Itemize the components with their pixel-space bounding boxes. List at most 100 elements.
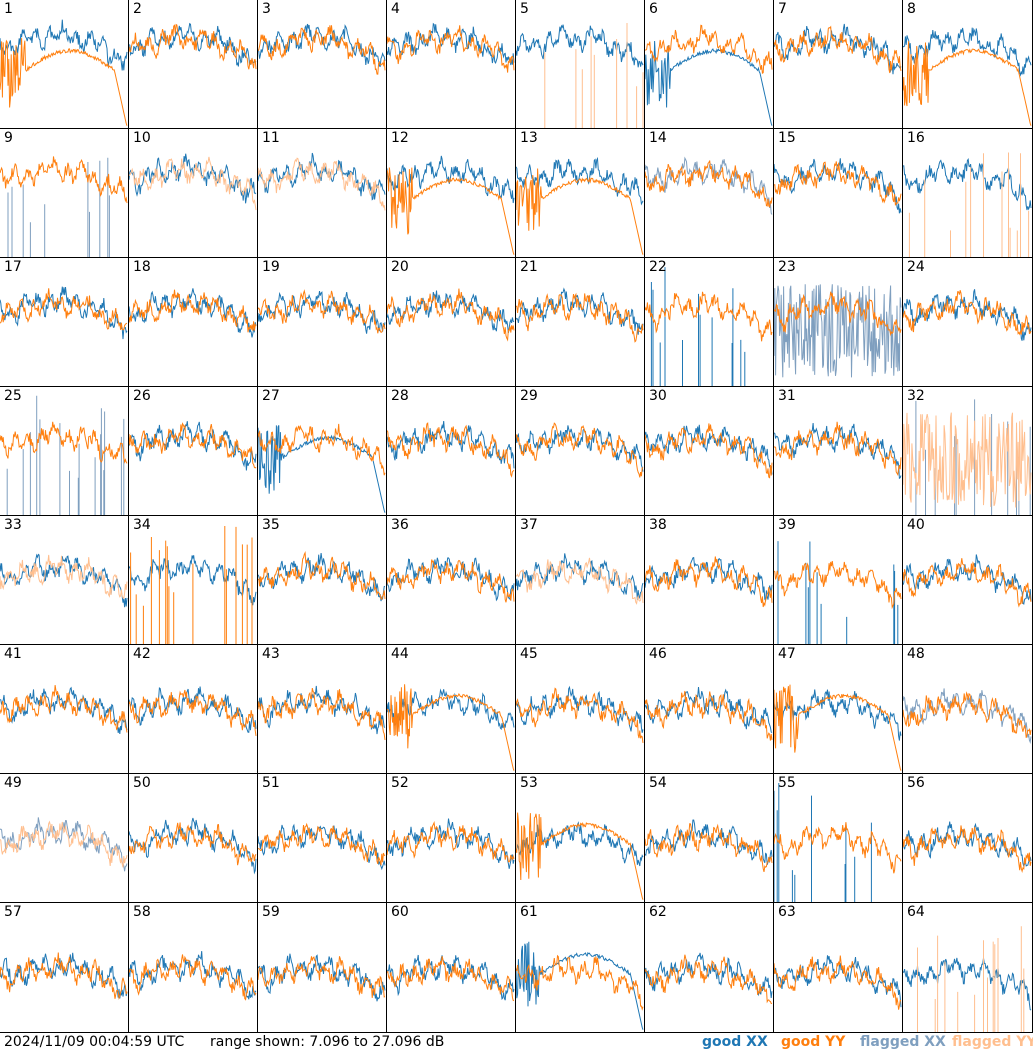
series-yy-good xyxy=(0,38,128,126)
tile-label: 10 xyxy=(133,130,151,146)
tile-plot xyxy=(903,926,1032,1032)
tile-label: 6 xyxy=(649,1,658,17)
tile-plot xyxy=(645,819,773,873)
series-xx-good xyxy=(650,267,746,386)
series-yy-good xyxy=(387,422,515,478)
tile-label: 53 xyxy=(520,775,538,791)
tile-5: 5 xyxy=(516,0,645,129)
series-xx-good xyxy=(516,553,644,600)
tile-20: 20 xyxy=(387,258,516,387)
tile-plot xyxy=(645,687,773,741)
series-xx-good xyxy=(387,290,515,333)
tile-plot xyxy=(387,557,515,603)
series-yy-flagged xyxy=(903,412,1032,508)
legend-good-xx: good XX xyxy=(702,1034,768,1050)
tile-label: 60 xyxy=(391,904,409,920)
tile-label: 12 xyxy=(391,130,409,146)
tile-label: 11 xyxy=(262,130,280,146)
series-yy-good xyxy=(645,954,773,1004)
series-yy-good xyxy=(0,685,128,733)
series-xx-flagged xyxy=(645,156,773,215)
tile-plot xyxy=(129,526,257,644)
series-xx-good xyxy=(387,688,515,731)
tile-31: 31 xyxy=(774,387,903,516)
series-yy-good xyxy=(774,561,902,610)
tile-label: 8 xyxy=(907,1,916,17)
series-yy-good xyxy=(129,689,257,736)
tile-label: 5 xyxy=(520,1,529,17)
tile-54: 54 xyxy=(645,774,774,903)
series-xx-good xyxy=(258,553,386,602)
series-xx-good xyxy=(387,557,515,602)
series-xx-good xyxy=(516,24,644,68)
tile-plot xyxy=(645,156,773,215)
tile-plot xyxy=(516,553,644,605)
tile-14: 14 xyxy=(645,129,774,258)
series-xx-good xyxy=(129,288,257,338)
tile-plot xyxy=(258,289,386,334)
series-yy-good xyxy=(387,821,515,863)
series-yy-good xyxy=(774,822,902,874)
tile-40: 40 xyxy=(903,516,1033,645)
tile-15: 15 xyxy=(774,129,903,258)
series-yy-flagged xyxy=(516,557,644,605)
legend-flagged-yy: flagged YY xyxy=(952,1034,1033,1050)
tile-plot xyxy=(129,288,257,338)
series-xx-good xyxy=(903,157,1032,211)
series-yy-good xyxy=(516,422,644,478)
series-yy-good xyxy=(258,25,386,75)
series-yy-good xyxy=(387,956,515,1002)
tile-label: 52 xyxy=(391,775,409,791)
tile-46: 46 xyxy=(645,645,774,774)
series-xx-good xyxy=(903,27,1032,77)
series-xx-good xyxy=(645,556,773,602)
tile-label: 24 xyxy=(907,259,925,275)
tile-plot xyxy=(387,22,515,73)
series-xx-good xyxy=(516,425,644,472)
tile-39: 39 xyxy=(774,516,903,645)
tile-8: 8 xyxy=(903,0,1033,129)
tile-label: 3 xyxy=(262,1,271,17)
legend-good-yy: good YY xyxy=(781,1034,846,1050)
tile-plot xyxy=(774,955,902,1010)
tile-22: 22 xyxy=(645,258,774,387)
tile-plot xyxy=(903,688,1032,744)
tile-plot xyxy=(645,423,773,479)
tile-53: 53 xyxy=(516,774,645,903)
series-xx-flagged xyxy=(903,688,1032,744)
series-xx-good xyxy=(129,22,257,67)
tile-plot xyxy=(0,817,128,872)
tile-42: 42 xyxy=(129,645,258,774)
series-yy-good xyxy=(0,421,128,464)
tile-plot xyxy=(903,152,1032,257)
series-yy-good xyxy=(516,687,644,743)
tile-plot xyxy=(129,817,257,875)
tile-label: 64 xyxy=(907,904,925,920)
tile-50: 50 xyxy=(129,774,258,903)
tile-57: 57 xyxy=(0,903,129,1033)
tile-plot xyxy=(0,553,128,608)
series-yy-good xyxy=(645,556,773,608)
tile-23: 23 xyxy=(774,258,903,387)
tile-44: 44 xyxy=(387,645,516,774)
tile-plot xyxy=(516,287,644,343)
tile-label: 13 xyxy=(520,130,538,146)
tile-plot xyxy=(387,684,515,771)
tile-label: 38 xyxy=(649,517,667,533)
series-xx-good xyxy=(645,40,773,126)
tile-label: 54 xyxy=(649,775,667,791)
tile-27: 27 xyxy=(258,387,387,516)
tile-label: 46 xyxy=(649,646,667,662)
tile-label: 15 xyxy=(778,130,796,146)
tile-label: 57 xyxy=(4,904,22,920)
tile-plot xyxy=(774,23,902,75)
series-yy-good xyxy=(258,687,386,740)
tile-60: 60 xyxy=(387,903,516,1033)
tile-label: 22 xyxy=(649,259,667,275)
series-xx-good xyxy=(777,541,899,644)
series-yy-flagged xyxy=(544,23,644,128)
tile-29: 29 xyxy=(516,387,645,516)
series-xx-good xyxy=(645,424,773,475)
tile-label: 2 xyxy=(133,1,142,17)
tile-7: 7 xyxy=(774,0,903,129)
